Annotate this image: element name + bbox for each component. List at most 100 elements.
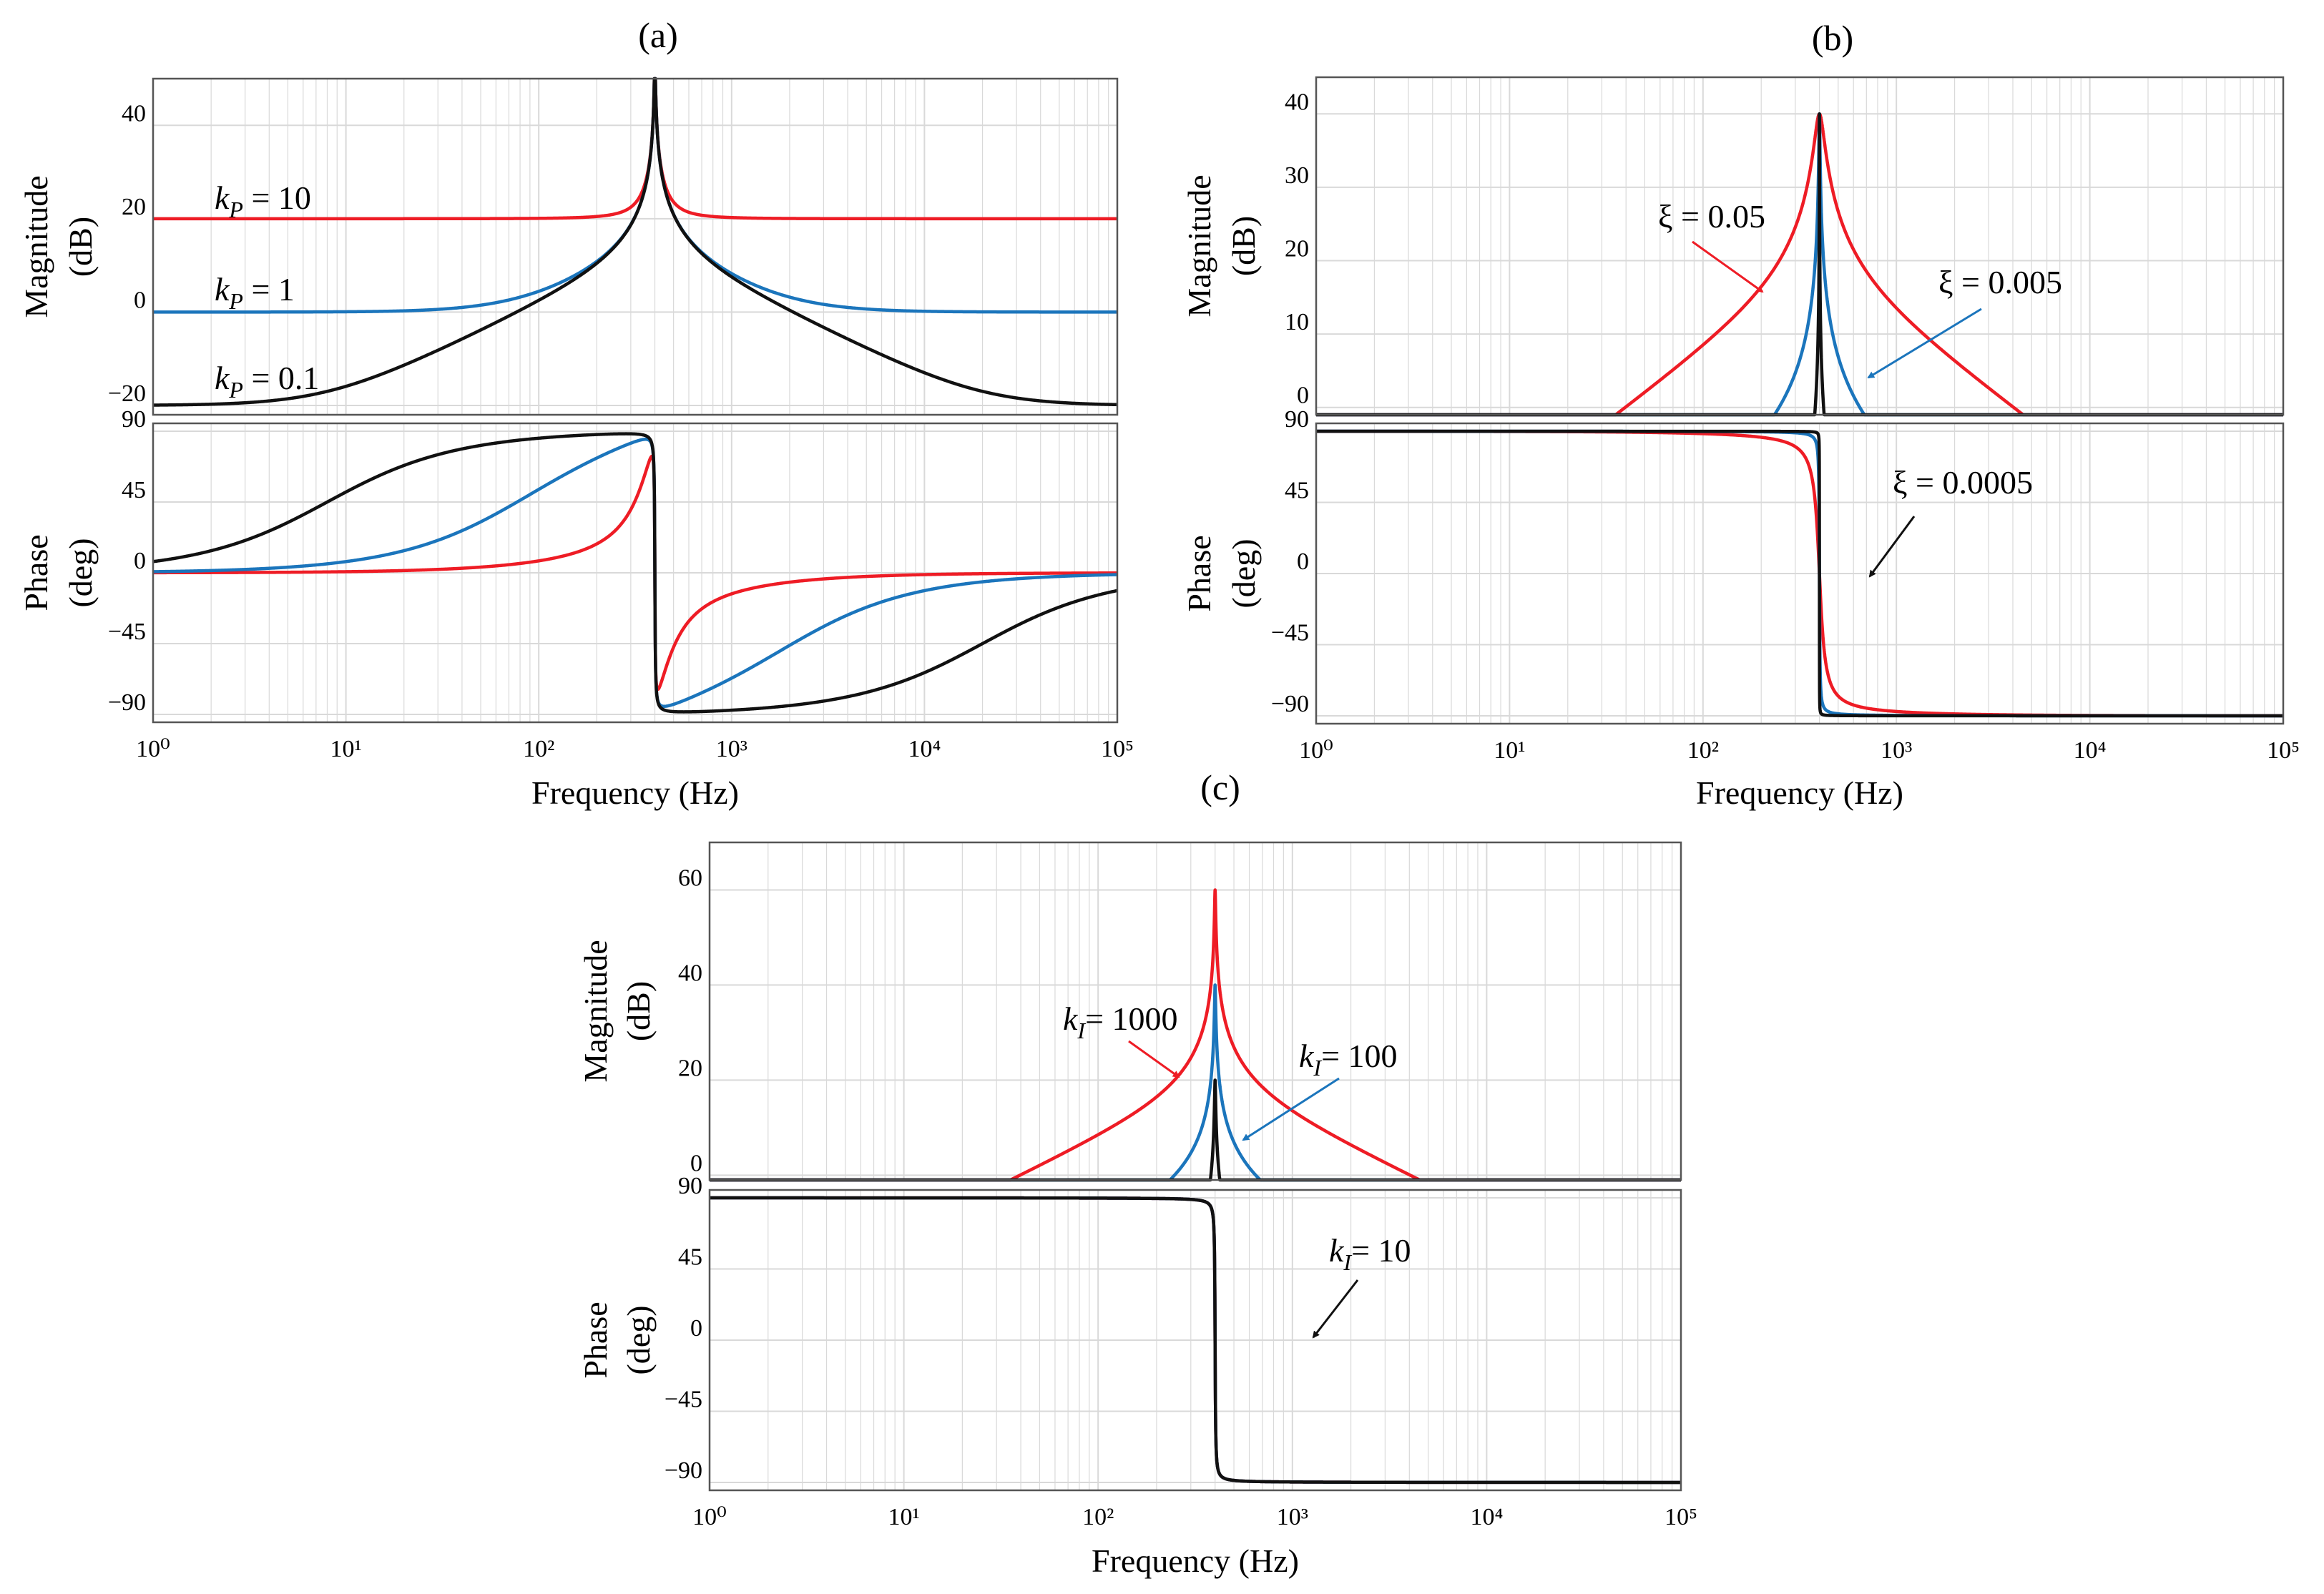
series-line-magnitude-black [1315,112,2285,417]
annotation-xi-0-05: ξ = 0.05 [1658,198,1765,293]
annot-symbol: k [1063,1000,1079,1037]
x-tick-label: 10³ [716,736,747,762]
annot-subscript: I [1343,1249,1352,1275]
x-tick-label: 10¹ [330,736,361,762]
phase-subplot-b: −90 −45 0 45 90 Phase (deg) [1181,406,2285,725]
annotation-xi-0-005: ξ = 0.005 [1867,264,2062,379]
annot-rest: = 10 [243,179,311,216]
annot-symbol: k [1299,1038,1315,1074]
x-tick-label: 10² [1082,1504,1114,1530]
axes-frame [152,422,1119,724]
annot-subscript: P [228,377,243,403]
y-tick-label: 10 [1285,309,1309,335]
y-axis-label-unit: (dB) [620,981,657,1041]
annot-text: ξ = 0.05 [1658,198,1765,235]
y-tick-label: 20 [1285,236,1309,262]
y-tick-label: 90 [678,1173,702,1199]
x-tick-label: 10⁴ [908,736,941,762]
series-line-magnitude-blue [1315,112,2285,417]
axes-frame [708,1189,1682,1492]
annot-subscript: I [1313,1055,1322,1081]
y-tick-label: −90 [108,689,146,716]
magnitude-subplot-a: −20 0 20 40 Magnitude (dB) [18,77,1119,416]
annot-subscript: I [1077,1018,1086,1043]
annot-text: ξ = 0.005 [1938,264,2062,300]
annotation-xi-0-0005: ξ = 0.0005 [1868,464,2033,578]
annot-rest: = 1 [243,271,295,308]
series-line-phase-black [152,432,1119,714]
y-tick-label: 20 [122,194,146,220]
x-axis-label: Frequency (Hz) [1696,774,1903,811]
svg-text:kP = 0.1: kP = 0.1 [215,360,319,403]
series-line-phase-black [1315,429,2285,718]
y-tick-label: 0 [1297,548,1309,575]
magnitude-subplot-c: 0 20 40 60 Magnitude (dB) [577,841,1682,1182]
y-tick-label: −90 [1271,691,1309,717]
x-tick-label: 10² [1687,737,1719,764]
x-tick-label: 10¹ [888,1504,919,1530]
y-axis-label-unit: (deg) [1225,538,1262,608]
x-axis-label: Frequency (Hz) [531,774,739,811]
series-line-magnitude-red [708,888,1682,1182]
series-line-magnitude-blue [708,983,1682,1182]
y-tick-label: 30 [1285,162,1309,189]
x-tick-label: 10⁰ [136,736,170,762]
y-axis-label: Magnitude [577,940,614,1082]
magnitude-subplot-b: 0 10 20 30 40 Magnitude (dB) [1181,76,2285,417]
y-tick-label: 40 [1285,89,1309,115]
y-tick-label: −45 [1271,619,1309,646]
y-tick-label: 45 [122,477,146,503]
y-tick-label: 45 [1285,478,1309,504]
panel-c: 0 20 40 60 Magnitude (dB) −90 −45 0 45 90 Phase (deg… [577,841,1697,1579]
x-tick-label: 10⁵ [1101,736,1134,762]
annot-text: ξ = 0.0005 [1893,464,2033,501]
axes-frame [1315,422,2285,725]
panel-b: 0 10 20 30 40 Magnitude (dB) −90 −45 0 45 90 Phase (d… [1181,76,2300,811]
panel-label-c: (c) [1200,767,1240,807]
y-tick-label: 0 [690,1150,702,1176]
phase-subplot-a: −90 −45 0 45 90 Phase (deg) [18,406,1119,724]
annot-rest: = 100 [1321,1038,1397,1074]
y-axis-label: Magnitude [18,175,54,318]
y-tick-label: 0 [1297,383,1309,409]
annot-subscript: P [228,197,243,222]
annotation-ki-1000: kI= 1000 [1063,1000,1180,1078]
axes-frame [708,841,1682,1181]
y-axis-label-unit: (dB) [62,217,99,277]
y-axis-label: Magnitude [1181,174,1217,317]
annot-subscript: P [228,288,243,314]
annot-rest: = 10 [1351,1232,1411,1269]
svg-text:kI= 100: kI= 100 [1299,1038,1398,1081]
annot-arrow-blue [1867,308,1982,379]
y-tick-label: 90 [1285,406,1309,433]
x-tick-label: 10² [523,736,554,762]
y-tick-label: 0 [134,548,146,574]
annot-symbol: k [215,271,230,308]
annot-arrow-black [1868,516,1916,578]
y-tick-label: −45 [108,619,146,645]
y-tick-label: 45 [678,1244,702,1271]
series-line-magnitude-red [1315,112,2285,417]
y-tick-label: −45 [665,1386,702,1412]
y-axis-label-unit: (deg) [620,1305,657,1374]
annot-symbol: k [215,179,230,216]
y-axis-label: Phase [577,1302,614,1378]
annot-arrow-black [1312,1279,1359,1339]
x-axis-label: Frequency (Hz) [1092,1543,1299,1579]
y-tick-label: 20 [678,1055,702,1081]
axes-frame [152,77,1119,416]
annotation-kp-10: kP = 10 [215,179,311,222]
annot-arrow-red [1128,1040,1180,1078]
annot-rest: = 0.1 [243,360,319,396]
y-tick-label: 0 [134,287,146,313]
x-tick-label: 10³ [1881,737,1912,764]
y-axis-label-unit: (dB) [1225,216,1262,276]
x-tick-label: 10⁰ [1299,737,1333,764]
x-tick-label: 10¹ [1494,737,1525,764]
annot-symbol: k [1329,1232,1345,1269]
series-line-magnitude-black [708,1078,1682,1182]
axes-frame [1315,76,2285,416]
x-tick-label: 10⁵ [2267,737,2300,764]
y-axis-label: Phase [1181,535,1217,611]
